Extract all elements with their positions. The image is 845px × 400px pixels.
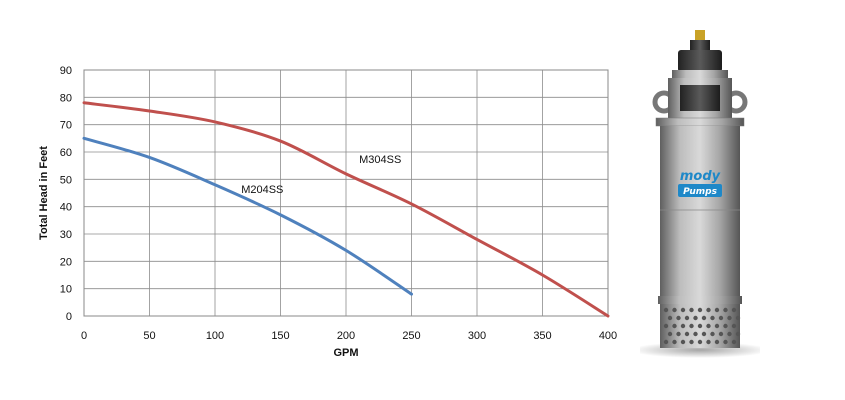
y-tick-label: 40 [60,202,72,214]
y-tick-label: 80 [60,92,72,104]
x-tick-label: 50 [143,330,155,342]
series-line-m304ss [82,101,610,318]
x-tick-label: 300 [468,330,486,342]
y-tick-label: 10 [60,284,72,296]
y-tick-label: 50 [60,174,72,186]
y-tick-label: 90 [60,65,72,77]
x-tick-label: 0 [81,330,87,342]
head-vs-flow-chart: M304SS M204SS 0 10 20 30 40 50 60 70 80 90 0 50 100 15… [38,65,617,359]
x-tick-label: 400 [599,330,617,342]
y-axis-title: Total Head in Feet [38,146,50,240]
y-tick-label: 0 [66,311,72,323]
x-tick-label: 250 [402,330,420,342]
series-line-m204ss [82,136,413,296]
chart-gridlines [83,69,609,317]
y-tick-label: 60 [60,147,72,159]
x-tick-label: 150 [271,330,289,342]
series-label-m304ss: M304SS [359,154,401,166]
y-tick-label: 30 [60,229,72,241]
chart-series: M304SS M204SS [82,101,610,318]
chart-tick-labels: 0 10 20 30 40 50 60 70 80 90 0 50 100 150 200 250 300 350… [60,65,617,342]
series-label-m204ss: M204SS [241,184,283,196]
x-tick-label: 100 [206,330,224,342]
x-axis-title: GPM [333,347,358,359]
y-tick-label: 20 [60,256,72,268]
x-tick-label: 200 [337,330,355,342]
brand-logo: mody [680,169,721,184]
svg-text:Pumps: Pumps [683,187,718,197]
y-tick-label: 70 [60,120,72,132]
submersible-pump-icon: mody Pumps [640,30,760,358]
x-tick-label: 350 [533,330,551,342]
